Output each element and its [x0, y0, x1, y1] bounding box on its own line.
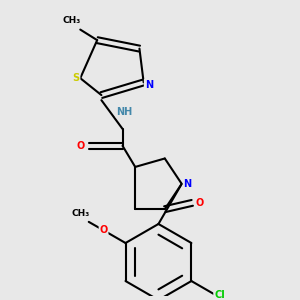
Text: N: N — [145, 80, 153, 89]
Text: CH₃: CH₃ — [71, 209, 89, 218]
Text: O: O — [99, 225, 108, 235]
Text: O: O — [77, 141, 85, 151]
Text: N: N — [184, 179, 192, 189]
Text: O: O — [195, 198, 204, 208]
Text: NH: NH — [116, 107, 133, 117]
Text: S: S — [73, 73, 80, 83]
Text: CH₃: CH₃ — [63, 16, 81, 25]
Text: Cl: Cl — [214, 290, 225, 300]
